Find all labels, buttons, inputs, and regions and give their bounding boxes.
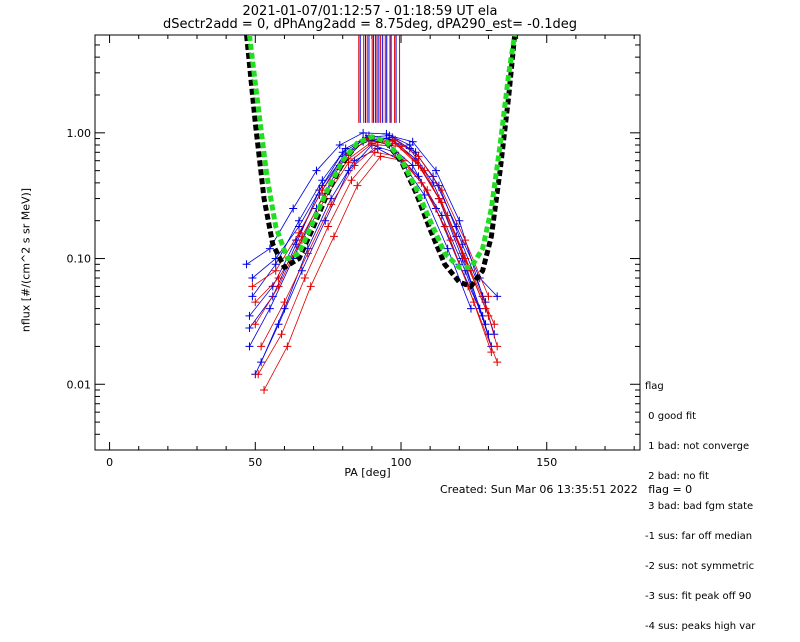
data-point-red: [484, 311, 493, 320]
data-point-red: [295, 228, 304, 237]
data-point-red: [283, 342, 292, 351]
data-point-blue: [405, 141, 414, 150]
data-point-red: [274, 282, 283, 291]
data-point-red: [484, 292, 493, 301]
data-point-red: [347, 176, 356, 185]
data-point-red: [327, 200, 336, 209]
data-point-blue: [466, 304, 475, 313]
x-axis-label: PA [deg]: [344, 466, 391, 479]
data-point-red: [271, 266, 280, 275]
data-point-red: [251, 320, 260, 329]
data-point-red: [493, 358, 502, 367]
data-point-red: [434, 194, 443, 203]
data-point-red: [411, 156, 420, 165]
y-tick-label: 1.00: [67, 127, 92, 140]
data-point-red: [376, 152, 385, 161]
data-point-red: [306, 282, 315, 291]
data-point-red: [481, 304, 490, 313]
data-point-red: [251, 298, 260, 307]
data-point-blue: [248, 292, 257, 301]
data-point-red: [274, 274, 283, 283]
series-line-blue: [252, 136, 486, 303]
data-point-red: [257, 342, 266, 351]
data-point-blue: [265, 244, 274, 253]
fit-curve-green: [246, 35, 518, 270]
data-point-red: [388, 137, 397, 146]
data-point-blue: [292, 240, 301, 249]
x-tick-label: 0: [106, 456, 113, 469]
chart-title-line2: dSectr2add = 0, dPhAng2add = 8.75deg, dP…: [162, 17, 578, 32]
data-point-blue: [455, 216, 464, 225]
data-point-red: [458, 249, 467, 258]
data-point-red: [248, 282, 257, 291]
legend-item: 0 good fit: [645, 411, 697, 422]
created-timestamp: Created: Sun Mar 06 13:35:51 2022: [440, 483, 638, 496]
flag-value: flag = 0: [648, 483, 693, 496]
data-point-blue: [321, 216, 330, 225]
data-point-red: [277, 330, 286, 339]
x-tick-label: 100: [391, 456, 412, 469]
legend-item: -1 sus: far off median: [645, 531, 753, 542]
data-point-red: [300, 274, 309, 283]
data-point-blue: [245, 324, 254, 333]
data-point-red: [370, 148, 379, 157]
data-point-blue: [265, 304, 274, 313]
data-point-red: [353, 181, 362, 190]
data-point-red: [367, 139, 376, 148]
data-point-blue: [359, 128, 368, 137]
y-axis-label: nflux [#/(cm^2 s sr MeV)]: [19, 187, 33, 333]
series-line-blue: [249, 135, 495, 335]
data-point-red: [324, 222, 333, 231]
data-point-blue: [484, 330, 493, 339]
data-point-blue: [245, 342, 254, 351]
legend-item: 2 bad: no fit: [645, 471, 709, 482]
data-point-red: [303, 249, 312, 258]
data-point-blue: [382, 129, 391, 138]
data-point-blue: [443, 244, 452, 253]
legend-item: 3 bad: bad fgm state: [645, 501, 754, 512]
data-point-blue: [335, 141, 344, 150]
data-point-red: [254, 370, 263, 379]
pitch-angle-chart: 0 50 100 150 0.01 0.10 1.00: [67, 34, 641, 469]
legend-item: -2 sus: not symmetric: [645, 561, 755, 572]
data-point-red: [469, 298, 478, 307]
legend-item: 1 bad: not converge: [645, 441, 750, 452]
footer: Created: Sun Mar 06 13:35:51 2022 flag =…: [440, 483, 692, 496]
data-point-blue: [248, 274, 257, 283]
data-point-blue: [431, 166, 440, 175]
data-point-blue: [289, 204, 298, 213]
y-tick-label: 0.01: [67, 378, 92, 391]
data-point-red: [487, 348, 496, 357]
data-point-red: [440, 222, 449, 231]
series-line-red: [263, 155, 498, 391]
series-line-blue: [246, 132, 498, 297]
data-point-red: [280, 298, 289, 307]
data-point-blue: [312, 166, 321, 175]
chart-title-line1: 2021-01-07/01:12:57 - 01:18:59 UT ela: [242, 4, 498, 19]
data-point-blue: [242, 260, 251, 269]
data-point-blue: [245, 311, 254, 320]
data-point-red: [350, 161, 359, 170]
data-point-red: [446, 236, 455, 245]
data-point-red: [260, 386, 269, 395]
x-tick-label: 50: [248, 456, 262, 469]
data-point-red: [493, 342, 502, 351]
data-point-red: [423, 186, 432, 195]
data-point-blue: [429, 172, 438, 181]
y-tick-label: 0.10: [67, 253, 92, 266]
data-point-blue: [493, 292, 502, 301]
data-point-red: [490, 320, 499, 329]
data-point-red: [414, 152, 423, 161]
data-point-red: [344, 158, 353, 167]
legend-item: -3 sus: fit peak off 90: [645, 591, 752, 602]
data-point-red: [437, 186, 446, 195]
data-point-red: [461, 236, 470, 245]
x-tick-label: 150: [536, 456, 557, 469]
data-point-blue: [257, 358, 266, 367]
legend-title: flag: [645, 381, 664, 392]
data-point-red: [329, 232, 338, 241]
flag-legend: flag 0 good fit 1 bad: not converge 2 ba…: [645, 362, 755, 642]
legend-item: -4 sus: peaks high var: [645, 621, 756, 632]
